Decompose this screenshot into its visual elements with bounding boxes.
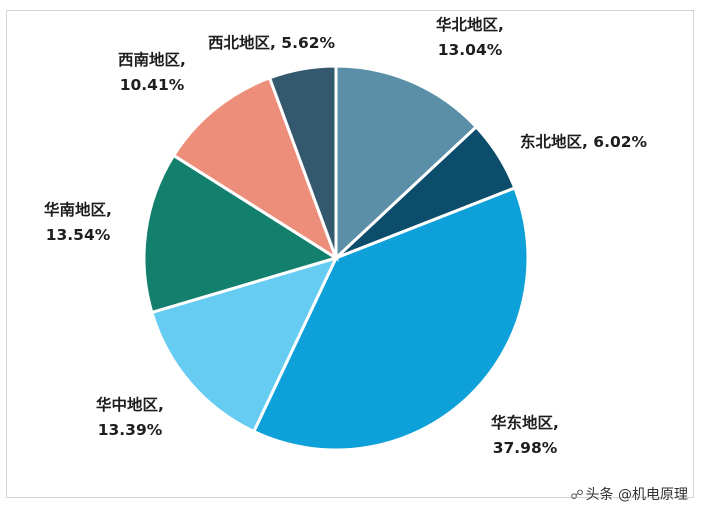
slice-label-5: 西南地区, xyxy=(118,50,186,69)
slice-value-4: 13.54% xyxy=(46,226,111,244)
slice-label-0: 华北地区, xyxy=(436,15,504,34)
slice-value-0: 13.04% xyxy=(438,41,503,59)
pie-slice-0 xyxy=(334,64,479,262)
pie-slice-3 xyxy=(149,255,339,434)
slice-label-6: 西北地区, 5.62% xyxy=(208,33,336,52)
slice-label-1: 东北地区, 6.02% xyxy=(520,132,648,151)
pie-slice-4 xyxy=(142,153,340,315)
slice-value-3: 13.39% xyxy=(98,421,163,439)
watermark-text: 头条 @机电原理 xyxy=(585,487,688,503)
slice-label-2: 华东地区, xyxy=(491,413,559,432)
share-icon: ☍ xyxy=(570,488,584,503)
pie-slice-6 xyxy=(267,64,338,259)
slice-label-4: 华南地区, xyxy=(44,200,112,219)
slice-value-5: 10.41% xyxy=(120,76,185,94)
slice-value-2: 37.98% xyxy=(493,439,558,457)
slice-label-3: 华中地区, xyxy=(96,395,164,414)
pie-slice-2 xyxy=(251,186,530,452)
pie-slice-5 xyxy=(171,75,339,262)
watermark: ☍ 头条 @机电原理 xyxy=(570,484,688,504)
